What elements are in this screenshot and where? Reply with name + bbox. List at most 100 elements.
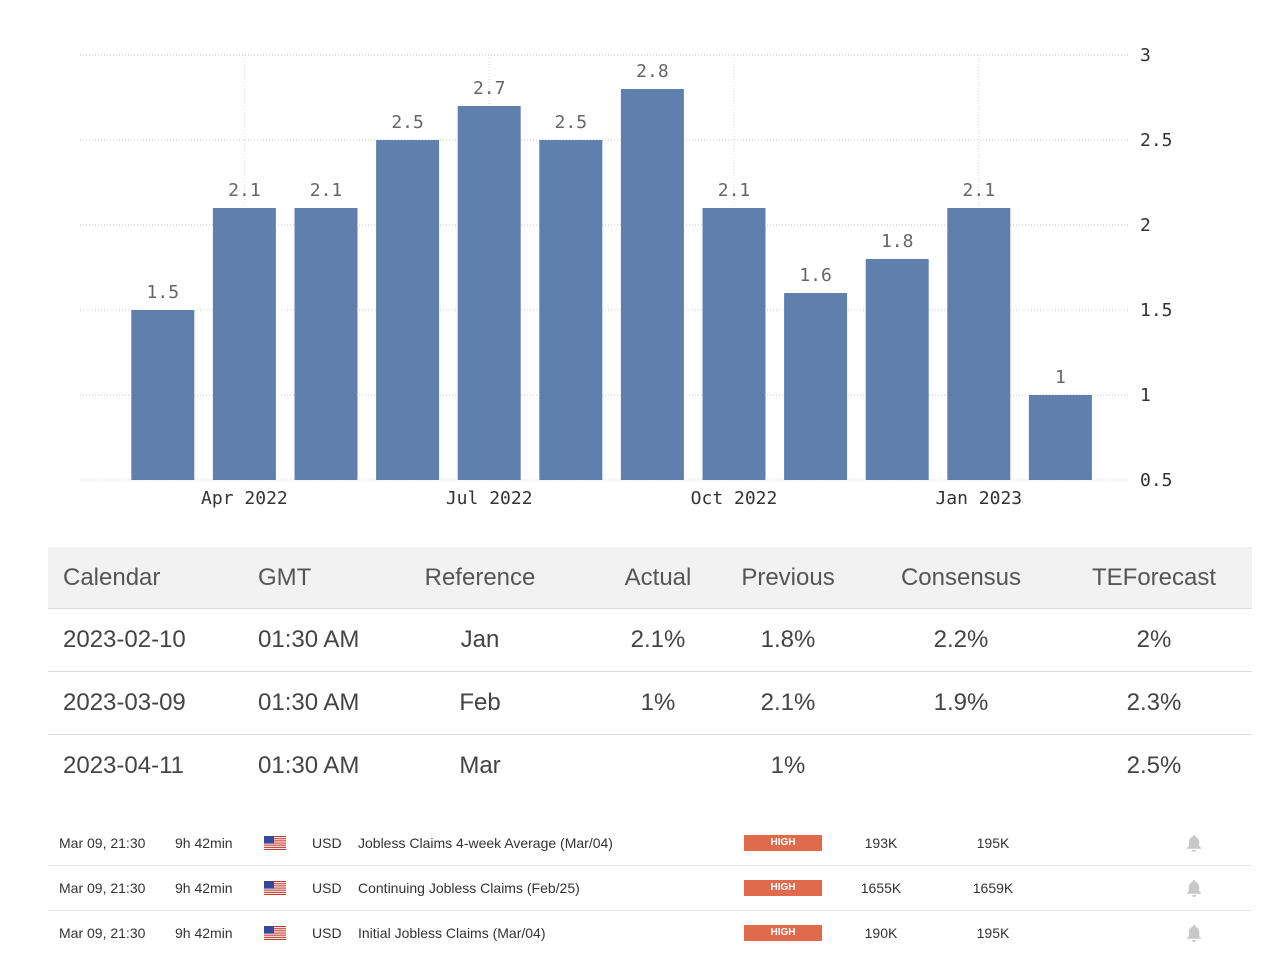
row-teforecast: 2.3%	[1126, 689, 1182, 716]
row-actual	[588, 735, 728, 797]
y-tick-label: 3	[1140, 45, 1151, 66]
bar-value-label: 1.6	[799, 265, 832, 286]
bar-value-label: 2.7	[473, 78, 506, 99]
x-axis-ticks: Apr 2022 Jul 2022 Oct 2022 Jan 2023	[201, 488, 1022, 509]
row-gmt: 01:30 AM	[258, 752, 360, 779]
event-value-a: 190K	[864, 925, 898, 941]
bell-graphic	[1187, 880, 1201, 897]
row-gmt: 01:30 AM	[258, 689, 360, 716]
bar	[212, 208, 276, 480]
event-value-b: 195K	[976, 835, 1010, 851]
event-datetime: Mar 09, 21:30	[59, 835, 146, 851]
events-list: Mar 09, 21:30 9h 42min USD Jobless Claim…	[48, 821, 1252, 955]
event-datetime: Mar 09, 21:30	[59, 925, 146, 941]
row-previous: 2.1%	[760, 689, 816, 716]
event-row[interactable]: Mar 09, 21:30 9h 42min USD Continuing Jo…	[48, 866, 1252, 911]
bar	[376, 140, 440, 480]
us-flag-graphic	[264, 836, 286, 850]
importance-badge-label: HIGH	[744, 925, 822, 941]
bars	[131, 89, 1092, 480]
bar-value-label: 1	[1055, 367, 1066, 388]
row-date: 2023-03-09	[63, 689, 186, 716]
bar-value-label: 2.5	[391, 112, 424, 133]
bar	[457, 106, 521, 480]
row-reference: Jan	[460, 626, 500, 653]
bar	[865, 259, 929, 480]
us-flag-icon	[264, 866, 286, 910]
event-title[interactable]: Continuing Jobless Claims (Feb/25)	[358, 880, 580, 896]
row-teforecast: 2%	[1136, 626, 1172, 653]
event-title[interactable]: Jobless Claims 4-week Average (Mar/04)	[358, 835, 613, 851]
header-actual: Actual	[624, 563, 692, 591]
row-date: 2023-04-11	[63, 752, 184, 779]
bell-graphic	[1187, 925, 1201, 942]
row-consensus: 1.9%	[933, 689, 989, 716]
event-title[interactable]: Initial Jobless Claims (Mar/04)	[358, 925, 546, 941]
y-axis-ticks: 0.5 1 1.5 2 2.5 3	[1140, 45, 1173, 491]
event-row[interactable]: Mar 09, 21:30 9h 42min USD Initial Joble…	[48, 911, 1252, 955]
event-value-b: 1659K	[972, 880, 1014, 896]
row-date: 2023-02-10	[63, 626, 186, 653]
event-currency: USD	[312, 925, 342, 941]
event-countdown: 9h 42min	[175, 880, 233, 896]
bar	[1028, 395, 1092, 480]
bar-value-label: 2.1	[963, 180, 996, 201]
bell-icon[interactable]	[1184, 821, 1204, 865]
bar-value-label: 1.5	[147, 282, 180, 303]
y-tick-label: 0.5	[1140, 470, 1173, 491]
y-tick-label: 1	[1140, 385, 1151, 406]
event-value-a: 1655K	[860, 880, 902, 896]
row-teforecast: 2.5%	[1126, 752, 1182, 779]
header-previous: Previous	[741, 563, 835, 591]
table-row: 2023-02-10 01:30 AM Jan 2.1% 1.8% 2.2% 2…	[48, 609, 1252, 672]
table-row: 2023-03-09 01:30 AM Feb 1% 2.1% 1.9% 2.3…	[48, 672, 1252, 735]
us-flag-graphic	[264, 926, 286, 940]
header-reference: Reference	[424, 563, 536, 591]
row-consensus: 2.2%	[933, 626, 989, 653]
row-actual: 1%	[640, 689, 676, 716]
header-calendar: Calendar	[63, 563, 161, 591]
row-previous: 1%	[770, 752, 806, 779]
header-consensus: Consensus	[900, 563, 1022, 591]
x-tick-label: Apr 2022	[201, 488, 288, 509]
y-tick-label: 1.5	[1140, 300, 1173, 321]
bar	[947, 208, 1011, 480]
bar-value-label: 2.8	[636, 61, 669, 82]
bar	[539, 140, 603, 480]
row-reference: Mar	[459, 752, 501, 779]
importance-badge: HIGH	[744, 866, 822, 910]
event-row[interactable]: Mar 09, 21:30 9h 42min USD Jobless Claim…	[48, 821, 1252, 866]
event-datetime: Mar 09, 21:30	[59, 880, 146, 896]
event-countdown: 9h 42min	[175, 925, 233, 941]
event-value-b: 195K	[976, 925, 1010, 941]
bar	[131, 310, 195, 480]
x-tick-label: Oct 2022	[691, 488, 778, 509]
row-gmt: 01:30 AM	[258, 626, 360, 653]
bar-value-label: 1.8	[881, 231, 914, 252]
calendar-header-row: Calendar GMT Reference Actual Previous C…	[48, 547, 1252, 609]
us-flag-icon	[264, 821, 286, 865]
bell-icon[interactable]	[1184, 866, 1204, 910]
event-currency: USD	[312, 880, 342, 896]
calendar-table: Calendar GMT Reference Actual Previous C…	[48, 547, 1252, 797]
importance-badge: HIGH	[744, 821, 822, 865]
importance-badge-label: HIGH	[744, 835, 822, 851]
importance-badge-label: HIGH	[744, 880, 822, 896]
bar-value-label: 2.5	[555, 112, 588, 133]
bar	[620, 89, 684, 480]
header-gmt: GMT	[258, 563, 312, 591]
bar-labels: 1.5 2.1 2.1 2.5 2.7 2.5 2.8 2.1 1.6 1.8 2.1 1	[147, 61, 1066, 388]
y-tick-label: 2.5	[1140, 130, 1173, 151]
header-teforecast: TEForecast	[1091, 563, 1217, 591]
event-currency: USD	[312, 835, 342, 851]
us-flag-graphic	[264, 881, 286, 895]
us-flag-icon	[264, 911, 286, 955]
bell-icon[interactable]	[1184, 911, 1204, 955]
row-previous: 1.8%	[760, 626, 816, 653]
event-value-a: 193K	[864, 835, 898, 851]
bar	[784, 293, 848, 480]
x-tick-label: Jul 2022	[446, 488, 533, 509]
x-tick-label: Jan 2023	[935, 488, 1022, 509]
bar	[702, 208, 766, 480]
row-reference: Feb	[459, 689, 501, 716]
